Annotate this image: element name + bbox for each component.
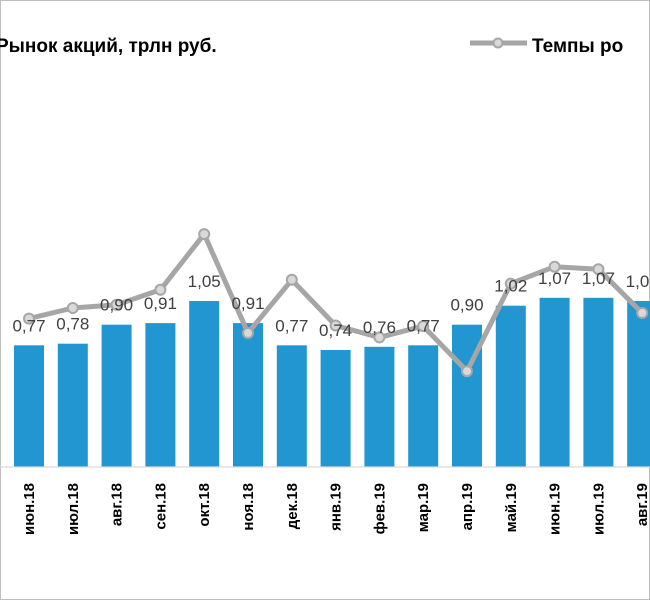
bar-14 <box>627 301 650 467</box>
x-axis-ticks: июн.18 июл.18 авг.18 сен.18 окт.18 ноя.18 дек.… <box>21 483 650 535</box>
x-tick-label-6: дек.18 <box>284 483 301 529</box>
x-tick-label-9: мар.19 <box>415 483 432 532</box>
bar-9 <box>408 345 439 467</box>
legend: Рынок акций, трлн руб. Темпы ро <box>0 36 623 57</box>
data-label-10: 0,90 <box>450 296 483 315</box>
line-point-4 <box>198 228 211 241</box>
x-tick-label-12: июн.19 <box>547 483 564 535</box>
legend-entry-bars: Рынок акций, трлн руб. <box>0 36 217 57</box>
bar-1 <box>57 343 88 467</box>
line-point-2 <box>110 298 123 311</box>
bar-11 <box>495 305 526 467</box>
bar-6 <box>276 345 307 467</box>
line-point-0 <box>23 312 35 325</box>
line-point-10 <box>461 365 473 378</box>
data-label-11: 1,02 <box>494 277 527 296</box>
bar-5 <box>233 323 263 467</box>
bar-0 <box>14 345 44 467</box>
data-label-14: 1,05 <box>626 272 650 291</box>
data-label-4: 1,05 <box>188 272 221 291</box>
line-point-1 <box>66 302 79 314</box>
x-tick-label-2: авг.18 <box>109 483 126 526</box>
legend-marker-swatch <box>492 37 504 49</box>
data-label-7: 0,74 <box>319 321 352 340</box>
x-tick-label-0: июн.18 <box>21 483 38 535</box>
bar-4 <box>189 301 220 467</box>
x-tick-label-8: фев.19 <box>371 483 388 534</box>
legend-entry-line: Темпы ро <box>532 36 623 57</box>
data-label-0: 0,77 <box>12 316 45 335</box>
line-point-7 <box>329 319 342 332</box>
line-point-5 <box>242 327 254 339</box>
x-tick-label-3: сен.18 <box>152 483 169 530</box>
x-tick-label-14: авг.19 <box>634 483 650 526</box>
line-point-11 <box>504 277 517 290</box>
x-tick-label-7: янв.19 <box>328 483 345 531</box>
x-tick-label-4: окт.18 <box>196 483 213 527</box>
line-point-14 <box>636 307 649 319</box>
bar-group <box>14 297 650 467</box>
bar-7 <box>320 350 351 467</box>
bar-13 <box>583 297 614 467</box>
x-tick-label-1: июл.18 <box>65 483 82 535</box>
x-tick-label-13: июл.19 <box>590 483 607 535</box>
bar-3 <box>145 323 176 467</box>
data-label-5: 0,91 <box>231 294 264 313</box>
data-label-1: 0,78 <box>56 315 89 334</box>
bar-2 <box>101 324 132 467</box>
line-point-3 <box>154 283 167 296</box>
data-label-9: 0,77 <box>407 316 440 335</box>
line-point-13 <box>592 263 605 276</box>
line-point-12 <box>548 260 561 273</box>
line-point-8 <box>373 331 386 344</box>
data-label-12: 1,07 <box>538 269 571 288</box>
data-label-6: 0,77 <box>275 316 308 335</box>
data-label-2: 0,90 <box>100 296 133 315</box>
bar-12 <box>539 297 570 467</box>
x-tick-label-10: апр.19 <box>459 483 476 530</box>
line-point-9 <box>417 320 430 333</box>
data-label-13: 1,07 <box>582 269 615 288</box>
x-tick-label-5: ноя.18 <box>240 483 257 531</box>
bar-8 <box>364 346 395 467</box>
data-label-8: 0,76 <box>363 318 396 337</box>
x-tick-label-11: май.19 <box>503 483 520 532</box>
line-series <box>23 228 649 378</box>
line-point-6 <box>285 273 298 286</box>
data-labels: 0,77 0,78 0,90 0,91 1,05 0,91 0,77 0,74 0,76 0,77… <box>12 269 650 340</box>
data-label-3: 0,91 <box>144 294 177 313</box>
